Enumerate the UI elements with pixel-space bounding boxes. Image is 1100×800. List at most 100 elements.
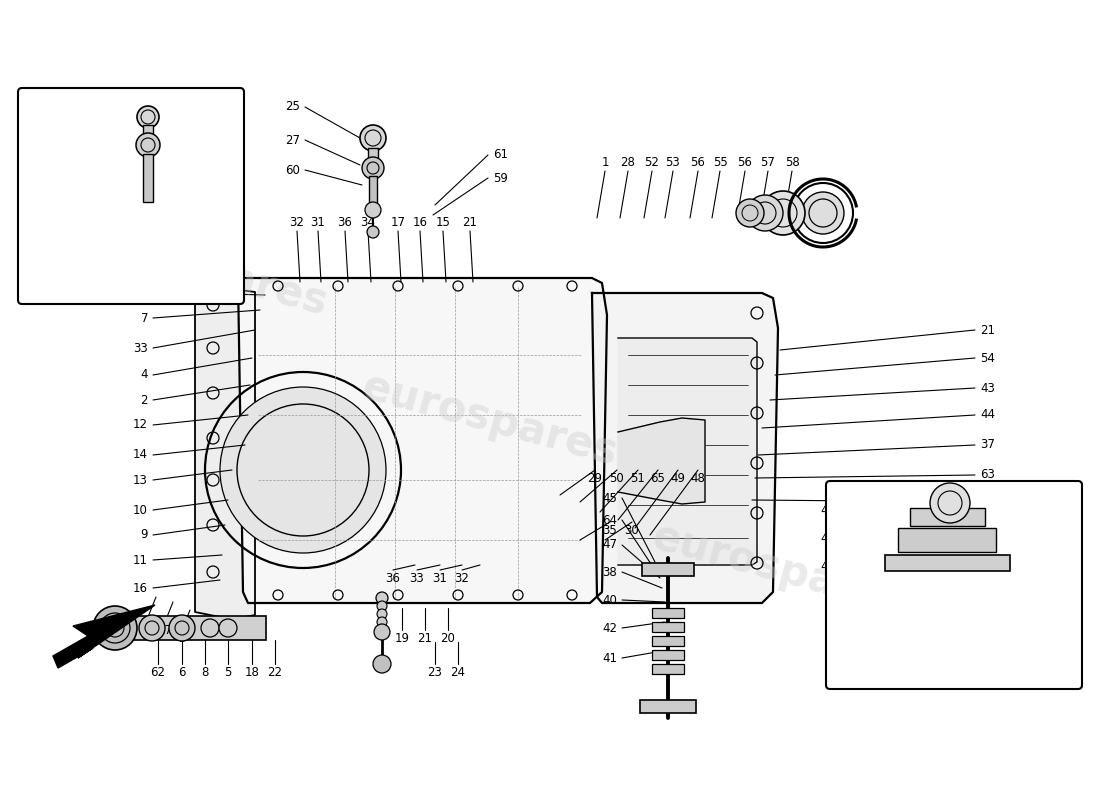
Text: 15: 15 — [141, 618, 155, 631]
Text: 43: 43 — [980, 382, 994, 394]
Text: eurospares: eurospares — [358, 366, 623, 474]
Text: Vale fino al cambio No. 419
Valid till gearbox Nr. 419: Vale fino al cambio No. 419 Valid till g… — [45, 248, 195, 272]
Circle shape — [377, 601, 387, 611]
Text: 59: 59 — [493, 171, 508, 185]
Text: 8: 8 — [141, 286, 149, 298]
Text: 12: 12 — [133, 418, 148, 431]
Text: 21: 21 — [462, 217, 477, 230]
Text: 7: 7 — [141, 311, 149, 325]
Text: 50: 50 — [609, 471, 625, 485]
Text: 61: 61 — [493, 149, 508, 162]
Text: 21: 21 — [418, 631, 432, 645]
Circle shape — [365, 202, 381, 218]
Text: 33: 33 — [133, 342, 148, 354]
Circle shape — [376, 592, 388, 604]
Circle shape — [169, 615, 195, 641]
Text: 40: 40 — [602, 594, 617, 606]
Bar — [652, 622, 684, 632]
Text: 65: 65 — [650, 471, 666, 485]
Text: 36: 36 — [338, 217, 352, 230]
Text: 28: 28 — [620, 157, 636, 170]
Circle shape — [362, 157, 384, 179]
Circle shape — [930, 483, 970, 523]
Text: 16: 16 — [133, 582, 148, 594]
Text: 47: 47 — [602, 538, 617, 551]
Polygon shape — [53, 605, 155, 668]
Text: 13: 13 — [133, 474, 148, 486]
Polygon shape — [195, 285, 255, 618]
Text: 55: 55 — [713, 157, 727, 170]
Text: SOLUZIONE SUPERATA*
OLD SOLUTION: SOLUZIONE SUPERATA* OLD SOLUTION — [878, 650, 1033, 681]
Circle shape — [373, 655, 390, 673]
Text: 54: 54 — [980, 351, 994, 365]
Circle shape — [360, 125, 386, 151]
Bar — [98, 616, 266, 640]
Bar — [143, 125, 153, 141]
Text: 31: 31 — [432, 571, 448, 585]
Text: 60: 60 — [285, 163, 300, 177]
Polygon shape — [618, 338, 757, 565]
Text: 19: 19 — [395, 631, 409, 645]
Text: 6: 6 — [178, 666, 186, 678]
Text: 64: 64 — [602, 514, 617, 526]
Text: 8: 8 — [201, 666, 209, 678]
Bar — [652, 650, 684, 660]
Text: 45: 45 — [602, 491, 617, 505]
Circle shape — [94, 606, 138, 650]
Text: 47: 47 — [820, 533, 835, 546]
Text: eurospares: eurospares — [67, 216, 332, 324]
Circle shape — [138, 106, 160, 128]
Text: 32: 32 — [454, 571, 470, 585]
Text: 57: 57 — [760, 157, 775, 170]
Text: 45: 45 — [821, 505, 835, 518]
Text: 53: 53 — [666, 157, 681, 170]
Text: 62: 62 — [151, 666, 165, 678]
Bar — [652, 608, 684, 618]
Text: 41: 41 — [602, 651, 617, 665]
Circle shape — [802, 192, 844, 234]
Text: 5: 5 — [224, 666, 232, 678]
Text: 11: 11 — [133, 554, 148, 566]
Text: 38: 38 — [603, 566, 617, 578]
FancyBboxPatch shape — [18, 88, 244, 304]
Bar — [886, 555, 1010, 571]
Text: 23: 23 — [428, 666, 442, 678]
Text: 27: 27 — [285, 134, 300, 146]
Circle shape — [139, 615, 165, 641]
Text: 56: 56 — [738, 157, 752, 170]
Text: 21: 21 — [980, 323, 996, 337]
Text: 3: 3 — [178, 631, 186, 645]
Circle shape — [377, 617, 387, 627]
Text: 58: 58 — [784, 157, 800, 170]
FancyBboxPatch shape — [826, 481, 1082, 689]
Polygon shape — [592, 293, 778, 603]
Text: 2: 2 — [141, 394, 149, 406]
Text: 49: 49 — [671, 471, 685, 485]
Circle shape — [367, 226, 380, 238]
Text: 52: 52 — [645, 157, 659, 170]
Bar — [640, 700, 696, 713]
Text: 26: 26 — [20, 171, 35, 185]
Text: 35: 35 — [603, 523, 617, 537]
Text: 31: 31 — [310, 217, 326, 230]
Circle shape — [761, 191, 805, 235]
Text: 27: 27 — [20, 135, 35, 149]
Text: 29: 29 — [587, 471, 603, 485]
Text: 20: 20 — [441, 631, 455, 645]
Circle shape — [377, 609, 387, 619]
Bar — [642, 563, 694, 576]
Bar — [652, 636, 684, 646]
Text: 36: 36 — [386, 571, 400, 585]
Text: 4: 4 — [141, 369, 149, 382]
Text: 39: 39 — [980, 495, 994, 509]
Bar — [898, 528, 996, 552]
Text: 17: 17 — [157, 623, 173, 637]
Bar — [652, 664, 684, 674]
Text: 18: 18 — [244, 666, 260, 678]
Bar — [368, 176, 377, 206]
Text: 34: 34 — [361, 217, 375, 230]
Text: 16: 16 — [412, 217, 428, 230]
Text: 17: 17 — [390, 217, 406, 230]
Bar — [910, 508, 984, 526]
Text: 1: 1 — [602, 157, 608, 170]
